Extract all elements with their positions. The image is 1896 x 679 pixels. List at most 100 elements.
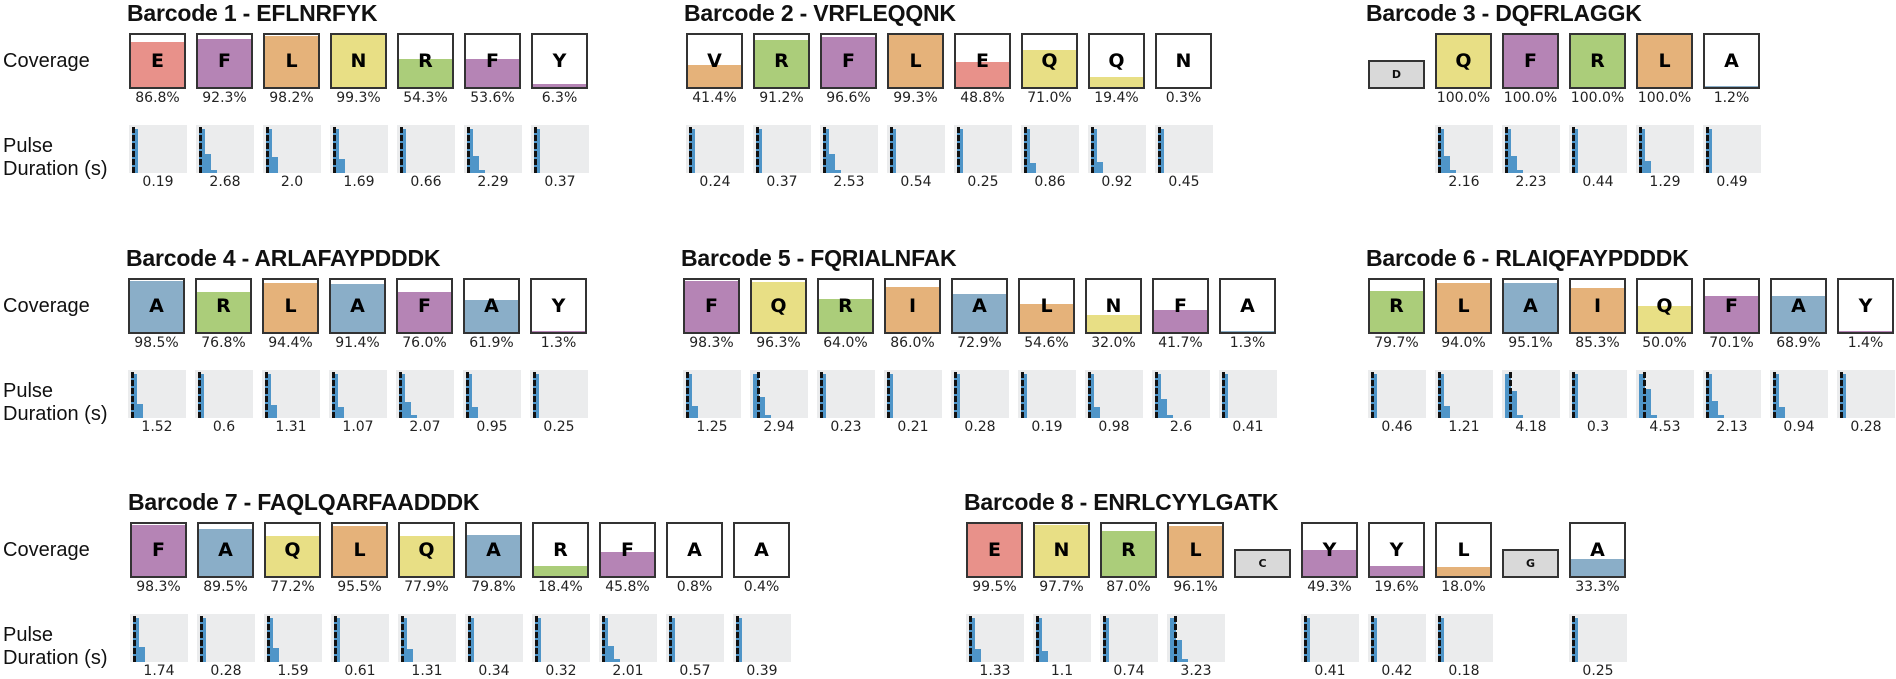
histogram-bar [533, 374, 539, 418]
residue-letter: E [988, 539, 1001, 561]
residue-letter: A [350, 295, 365, 317]
pulse-histogram [1219, 370, 1277, 418]
pulse-duration-label: 0.57 [679, 663, 711, 679]
coverage-label: 64.0% [823, 335, 868, 351]
pulse-histogram [1569, 125, 1627, 173]
coverage-fill [889, 35, 942, 87]
coverage-fill [333, 526, 386, 576]
panel-title: Barcode 1 - EFLNRFYK [127, 0, 378, 26]
pulse-duration-label: 1.21 [1448, 419, 1480, 435]
coverage-bar: R [1368, 278, 1425, 334]
residue-letter: A [1791, 295, 1806, 317]
residue-letter: E [976, 50, 989, 72]
median-line [1036, 616, 1039, 662]
histogram-bar [1511, 155, 1517, 173]
coverage-label: 50.0% [1642, 335, 1687, 351]
histogram-bar [1639, 129, 1645, 173]
pulse-histogram [465, 614, 523, 662]
residue-letter: A [486, 539, 501, 561]
residue-letter: F [1725, 295, 1738, 317]
histogram-bar [1024, 129, 1030, 173]
coverage-bar: R [195, 278, 252, 334]
median-line [890, 127, 893, 173]
pulse-duration-label: 0.19 [1031, 419, 1063, 435]
histogram-bar [835, 170, 841, 173]
residue-letter: I [908, 295, 917, 317]
histogram-bar [686, 374, 692, 418]
pulse-histogram [599, 614, 657, 662]
residue-letter: R [1389, 295, 1404, 317]
histogram-bar [1304, 618, 1310, 662]
residue-letter: A [1590, 539, 1605, 561]
coverage-bar: Y [530, 278, 587, 334]
median-line [534, 127, 537, 173]
pulse-histogram [1435, 614, 1493, 662]
coverage-label: 86.8% [135, 90, 180, 106]
histogram-bar [753, 374, 759, 418]
coverage-label: 33.3% [1575, 579, 1620, 595]
median-line [1706, 127, 1709, 173]
coverage-fill [1571, 287, 1624, 332]
pulse-histogram [1636, 125, 1694, 173]
residue-letter: Q [770, 295, 787, 317]
pulse-histogram [330, 125, 388, 173]
histogram-bar [199, 129, 205, 173]
histogram-bar [1155, 374, 1161, 418]
histogram-bar [1176, 639, 1182, 662]
histogram-bar [407, 649, 413, 662]
histogram-bar [267, 618, 273, 662]
coverage-bar: A [329, 278, 386, 334]
coverage-bar: R [753, 33, 810, 89]
pulse-histogram [263, 125, 321, 173]
histogram-bar [829, 154, 835, 173]
median-line [200, 616, 203, 662]
coverage-fill [755, 39, 808, 87]
coverage-label: 86.0% [890, 335, 935, 351]
pulse-row-label-line1: Pulse [3, 135, 54, 157]
histogram-bar [1371, 374, 1377, 418]
histogram-bar [1438, 129, 1444, 173]
coverage-fill [1023, 50, 1076, 87]
residue-letter: L [1457, 295, 1470, 317]
histogram-bar [1036, 618, 1042, 662]
missing-residue-box: G [1502, 549, 1559, 578]
histogram-bar [1167, 415, 1173, 418]
coverage-fill [1571, 558, 1624, 576]
residue-letter: R [216, 295, 231, 317]
pulse-duration-label: 0.24 [699, 174, 731, 190]
histogram-bar [1572, 374, 1578, 418]
histogram-bar [467, 129, 473, 173]
histogram-bar [399, 374, 405, 418]
histogram-bar [890, 129, 896, 173]
coverage-bar: F [1502, 33, 1559, 89]
coverage-fill [197, 292, 250, 332]
coverage-bar: Q [750, 278, 807, 334]
coverage-label: 98.3% [136, 579, 181, 595]
coverage-bar: E [129, 33, 186, 89]
pulse-histogram [264, 614, 322, 662]
coverage-bar: N [330, 33, 387, 89]
histogram-bar [468, 618, 474, 662]
pulse-duration-label: 0.37 [544, 174, 576, 190]
histogram-bar [689, 129, 695, 173]
coverage-bar: F [820, 33, 877, 89]
pulse-duration-label: 0.28 [1850, 419, 1882, 435]
pulse-duration-label: 0.37 [766, 174, 798, 190]
histogram-bar [887, 374, 893, 418]
coverage-fill [533, 83, 586, 87]
histogram-bar [1161, 399, 1167, 418]
median-line [756, 127, 759, 173]
histogram-bar [1170, 618, 1176, 662]
pulse-histogram [1569, 614, 1627, 662]
coverage-bar: A [1219, 278, 1276, 334]
coverage-bar: A [465, 522, 522, 578]
coverage-bar: F [1703, 278, 1760, 334]
histogram-bar [131, 374, 137, 418]
coverage-fill [265, 35, 318, 87]
pulse-duration-label: 0.66 [410, 174, 442, 190]
histogram-bar [954, 374, 960, 418]
median-line [1509, 372, 1512, 418]
histogram-bar [765, 415, 771, 418]
histogram-bar [1840, 374, 1846, 418]
pulse-histogram [129, 125, 187, 173]
